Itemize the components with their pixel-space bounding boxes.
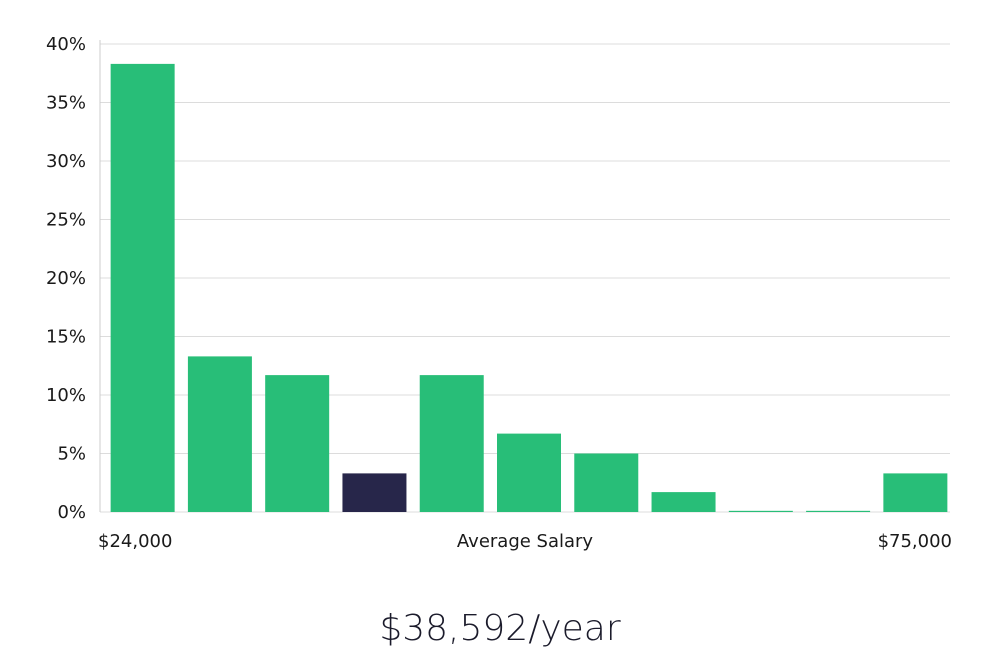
bar bbox=[419, 375, 484, 512]
bars bbox=[110, 63, 948, 512]
y-tick-label: 40% bbox=[46, 34, 86, 55]
x-max-label: $75,000 bbox=[878, 531, 952, 552]
bar bbox=[110, 63, 175, 512]
x-min-label: $24,000 bbox=[98, 531, 172, 552]
y-tick-label: 0% bbox=[57, 502, 86, 523]
bar bbox=[883, 473, 948, 512]
y-tick-label: 15% bbox=[46, 327, 86, 348]
bar bbox=[728, 510, 793, 512]
y-tick-label: 35% bbox=[46, 93, 86, 114]
y-tick-label: 10% bbox=[46, 385, 86, 406]
bar bbox=[806, 510, 871, 512]
bar bbox=[497, 433, 561, 512]
bar bbox=[187, 356, 252, 512]
average-salary-value: $38,592/year bbox=[379, 608, 621, 649]
bar bbox=[651, 492, 716, 512]
salary-distribution-chart: 0% 5% 10% 15% 20% 25% 30% 35% 40% $24,000 Averag… bbox=[46, 34, 952, 552]
y-tick-labels: 0% 5% 10% 15% 20% 25% 30% 35% 40% bbox=[46, 34, 86, 523]
highlighted-bar bbox=[342, 473, 407, 512]
y-tick-label: 30% bbox=[46, 151, 86, 172]
x-axis-label: Average Salary bbox=[457, 531, 594, 552]
bar bbox=[265, 375, 330, 512]
y-tick-label: 5% bbox=[57, 444, 86, 465]
bar bbox=[574, 453, 639, 512]
y-tick-label: 20% bbox=[46, 268, 86, 289]
y-tick-label: 25% bbox=[46, 210, 86, 231]
